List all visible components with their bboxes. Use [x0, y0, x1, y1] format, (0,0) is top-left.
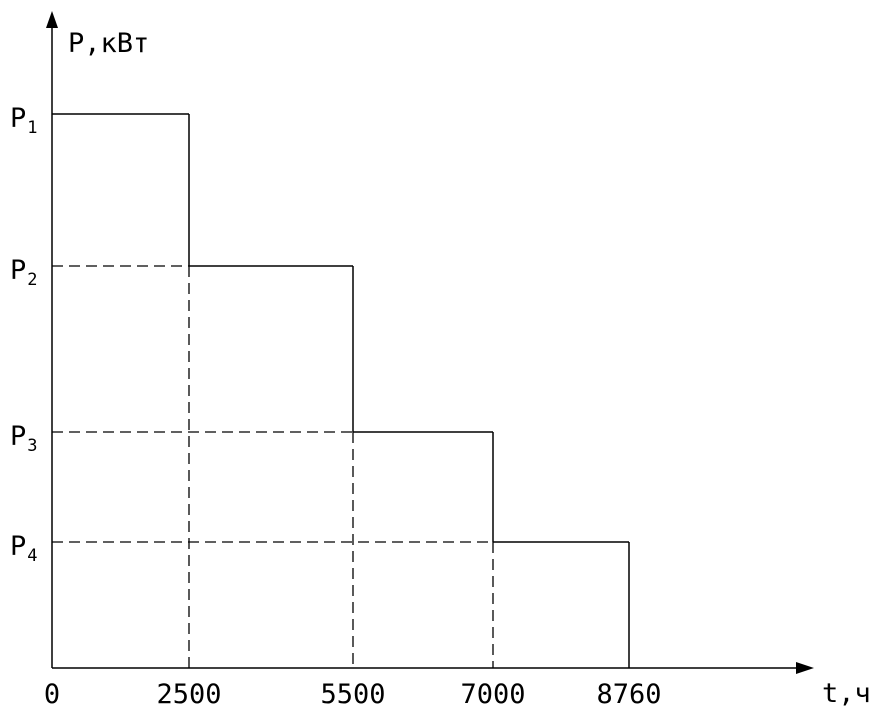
guide-lines: [52, 265, 494, 668]
y-axis-arrow-icon: [46, 11, 58, 28]
x-axis-label: t,ч: [822, 678, 871, 709]
x-tick-label-2500: 2500: [156, 679, 221, 710]
x-tick-label-5500: 5500: [320, 679, 385, 710]
x-tick-label-7000: 7000: [460, 679, 525, 710]
y-level-label-p4: P4: [10, 531, 38, 566]
y-axis-label: P,кВт: [68, 28, 149, 59]
x-tick-label-0: 0: [44, 679, 60, 710]
x-tick-label-8760: 8760: [596, 679, 661, 710]
x-tick-labels: 0 2500 5500 7000 8760: [44, 679, 662, 710]
y-level-label-p3: P3: [10, 421, 38, 456]
x-axis-arrow-icon: [796, 662, 814, 674]
y-level-label-p1: P1: [10, 103, 38, 138]
step-series: [52, 113, 630, 668]
y-level-label-p2: P2: [10, 255, 38, 290]
y-level-labels: P1 P2 P3 P4: [10, 103, 38, 566]
axes: [46, 11, 814, 674]
